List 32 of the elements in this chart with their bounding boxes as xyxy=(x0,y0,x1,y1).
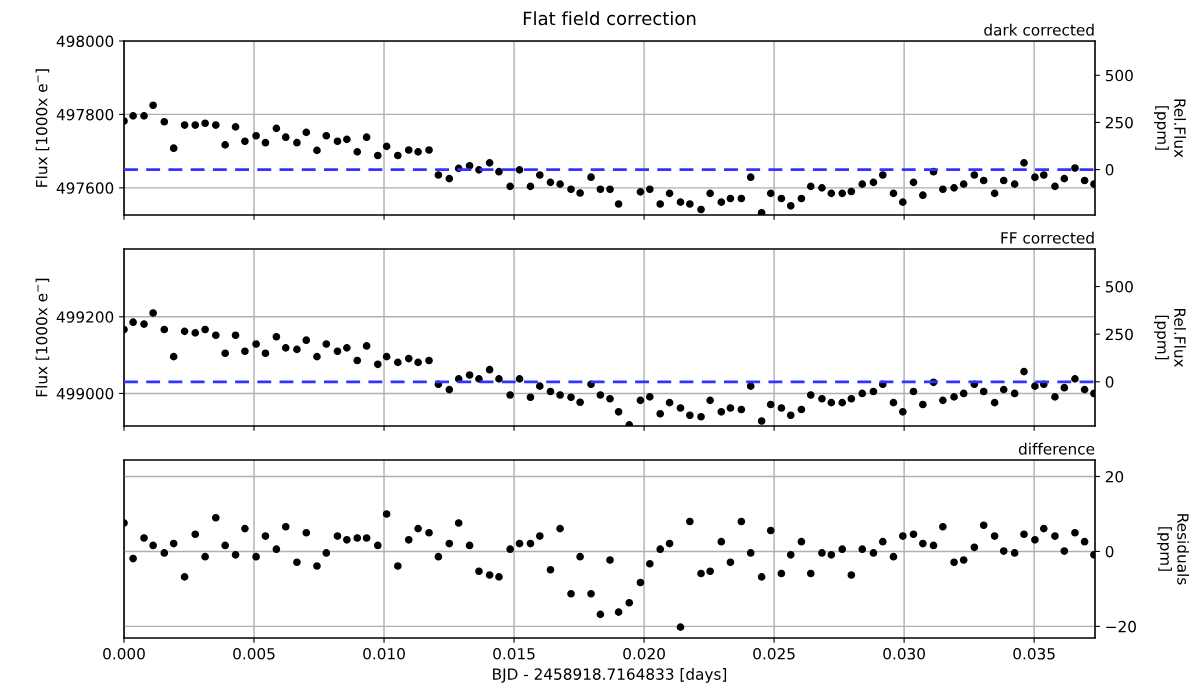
y-tick-label: 499000 xyxy=(56,387,114,400)
x-tick-label: 0.035 xyxy=(1013,647,1055,660)
y2-tick-label: −20 xyxy=(1106,620,1136,633)
y2-tick-label: 500 xyxy=(1105,281,1133,293)
y-axis-title: Flux [1000x e$^{−}$] xyxy=(35,278,50,397)
y2-tick-label: 20 xyxy=(1105,470,1124,483)
x-tick-label: 0.000 xyxy=(103,647,145,660)
chart-subtitle: difference xyxy=(1018,442,1095,455)
chart-subtitle: FF corrected xyxy=(1001,231,1094,244)
y-tick-label: 497600 xyxy=(56,182,114,194)
x-tick-label: 0.010 xyxy=(363,647,405,660)
y-tick-label: 498000 xyxy=(56,35,114,48)
y-tick-label: 497800 xyxy=(56,108,114,121)
y2-tick-label: 250 xyxy=(1105,328,1133,341)
x-axis-title: BJD - 2458918.7164833 [days] xyxy=(493,668,727,683)
x-tick-label: 0.015 xyxy=(493,647,535,660)
x-tick-label: 0.025 xyxy=(753,647,795,660)
y-tick-label: 499200 xyxy=(56,311,114,323)
y2-tick-label: 250 xyxy=(1105,116,1133,129)
x-tick-label: 0.030 xyxy=(883,647,925,660)
y2-tick-label: 0 xyxy=(1105,545,1114,558)
chart-subtitle: dark corrected xyxy=(984,23,1094,36)
y2-tick-label: 0 xyxy=(1105,164,1114,176)
y-axis-title: Flux [1000x e$^{−}$] xyxy=(35,69,50,187)
y2-axis-title: Rel.Flux [ppm] xyxy=(1154,99,1186,158)
x-tick-label: 0.005 xyxy=(233,647,275,660)
x-tick-label: 0.020 xyxy=(623,647,665,660)
y2-axis-title: Rel.Flux [ppm] xyxy=(1154,308,1186,368)
y2-tick-label: 500 xyxy=(1105,69,1133,82)
y2-tick-label: 0 xyxy=(1105,376,1114,388)
chart-title: Flat field correction xyxy=(523,11,696,26)
y2-axis-title: Residuals [ppm] xyxy=(1157,514,1190,585)
